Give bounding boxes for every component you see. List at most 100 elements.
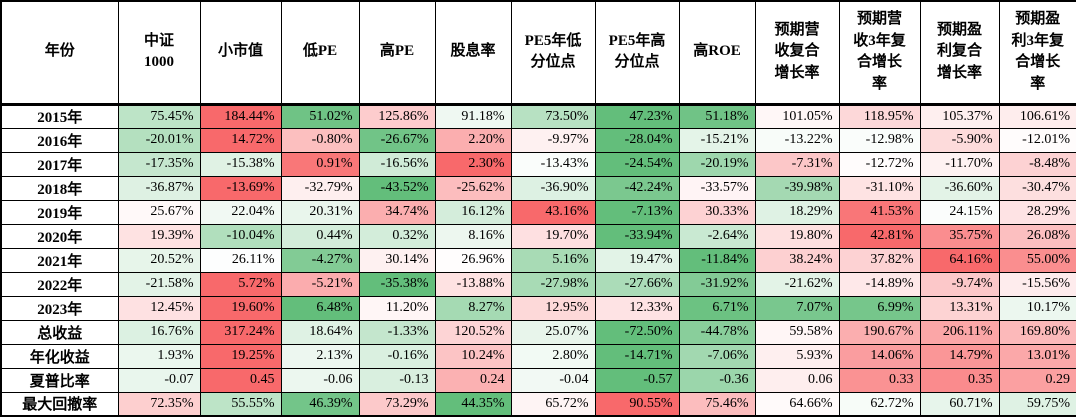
value-cell: 101.05% xyxy=(754,103,840,129)
value-cell: 64.66% xyxy=(754,391,840,417)
value-cell: 26.96% xyxy=(434,247,512,273)
value-cell: -12.72% xyxy=(838,151,921,177)
value-cell: -12.01% xyxy=(998,127,1076,153)
value-cell: -12.98% xyxy=(838,127,921,153)
value-cell: 12.33% xyxy=(594,295,680,321)
value-cell: -5.90% xyxy=(919,127,1000,153)
table-row: 2020年 19.39% -10.04% 0.44% 0.32% 8.16% 19.70% -… xyxy=(0,223,1076,249)
value-cell: -26.67% xyxy=(358,127,436,153)
row-label: 2017年 xyxy=(0,151,119,177)
value-cell: -44.78% xyxy=(678,319,756,345)
value-cell: -33.94% xyxy=(594,223,680,249)
value-cell: 62.72% xyxy=(838,391,921,417)
row-label: 最大回撤率 xyxy=(0,391,119,417)
value-cell: 46.39% xyxy=(280,391,360,417)
value-cell: -2.64% xyxy=(678,223,756,249)
value-cell: 72.35% xyxy=(117,391,201,417)
value-cell: -8.48% xyxy=(998,151,1076,177)
row-label: 年化收益 xyxy=(0,343,119,369)
value-cell: 19.39% xyxy=(117,223,201,249)
value-cell: 8.27% xyxy=(434,295,512,321)
value-cell: 20.31% xyxy=(280,199,360,225)
value-cell: -36.87% xyxy=(117,175,201,201)
value-cell: -13.43% xyxy=(510,151,596,177)
value-cell: -7.31% xyxy=(754,151,840,177)
value-cell: 12.45% xyxy=(117,295,201,321)
value-cell: 14.79% xyxy=(919,343,1000,369)
column-header: 预期营收复合增长率 xyxy=(754,0,840,106)
value-cell: 6.48% xyxy=(280,295,360,321)
value-cell: 59.75% xyxy=(998,391,1076,417)
value-cell: 16.76% xyxy=(117,319,201,345)
value-cell: 37.82% xyxy=(838,247,921,273)
value-cell: -30.47% xyxy=(998,175,1076,201)
table-row: 总收益 16.76% 317.24% 18.64% -1.33% 120.52% 25.07… xyxy=(0,319,1076,345)
column-header: 高ROE xyxy=(678,0,756,106)
value-cell: -25.62% xyxy=(434,175,512,201)
value-cell: 2.30% xyxy=(434,151,512,177)
table-header-row: 年份 中证1000 小市值 低PE 高PE 股息率 PE5年低分位点 PE5年高分位点 高ROE… xyxy=(0,0,1076,106)
value-cell: 65.72% xyxy=(510,391,596,417)
value-cell: -13.69% xyxy=(199,175,282,201)
value-cell: 5.16% xyxy=(510,247,596,273)
value-cell: -20.01% xyxy=(117,127,201,153)
value-cell: -13.88% xyxy=(434,271,512,297)
value-cell: 42.81% xyxy=(838,223,921,249)
value-cell: 5.72% xyxy=(199,271,282,297)
value-cell: 28.29% xyxy=(998,199,1076,225)
value-cell: 73.50% xyxy=(510,103,596,129)
value-cell: -9.97% xyxy=(510,127,596,153)
column-header: 中证1000 xyxy=(117,0,201,106)
value-cell: 35.75% xyxy=(919,223,1000,249)
table-row: 2022年 -21.58% 5.72% -5.21% -35.38% -13.88% -27… xyxy=(0,271,1076,297)
value-cell: -13.22% xyxy=(754,127,840,153)
column-header: 预期盈利复合增长率 xyxy=(919,0,1000,106)
column-header: 股息率 xyxy=(434,0,512,106)
table-row: 2018年 -36.87% -13.69% -32.79% -43.52% -25.62%… xyxy=(0,175,1076,201)
value-cell: 0.45 xyxy=(199,367,282,393)
column-header: PE5年高分位点 xyxy=(594,0,680,106)
row-label: 夏普比率 xyxy=(0,367,119,393)
value-cell: -24.54% xyxy=(594,151,680,177)
column-header: 低PE xyxy=(280,0,360,106)
column-header: PE5年低分位点 xyxy=(510,0,596,106)
value-cell: -39.98% xyxy=(754,175,840,201)
value-cell: 13.31% xyxy=(919,295,1000,321)
value-cell: -7.13% xyxy=(594,199,680,225)
value-cell: -0.07 xyxy=(117,367,201,393)
value-cell: 6.99% xyxy=(838,295,921,321)
value-cell: -21.58% xyxy=(117,271,201,297)
value-cell: -35.38% xyxy=(358,271,436,297)
table-row: 2015年 75.45% 184.44% 51.02% 125.86% 91.18% 73.… xyxy=(0,103,1076,129)
value-cell: 30.33% xyxy=(678,199,756,225)
value-cell: -43.52% xyxy=(358,175,436,201)
value-cell: 34.74% xyxy=(358,199,436,225)
value-cell: -14.89% xyxy=(838,271,921,297)
value-cell: 14.06% xyxy=(838,343,921,369)
row-label: 2021年 xyxy=(0,247,119,273)
row-label: 2016年 xyxy=(0,127,119,153)
value-cell: 120.52% xyxy=(434,319,512,345)
value-cell: 19.47% xyxy=(594,247,680,273)
value-cell: -16.56% xyxy=(358,151,436,177)
value-cell: 19.25% xyxy=(199,343,282,369)
value-cell: -0.13 xyxy=(358,367,436,393)
column-header: 高PE xyxy=(358,0,436,106)
value-cell: 206.11% xyxy=(919,319,1000,345)
column-header: 年份 xyxy=(0,0,119,106)
value-cell: 55.55% xyxy=(199,391,282,417)
value-cell: -7.06% xyxy=(678,343,756,369)
value-cell: 0.44% xyxy=(280,223,360,249)
value-cell: 0.29 xyxy=(998,367,1076,393)
value-cell: -72.50% xyxy=(594,319,680,345)
value-cell: -9.74% xyxy=(919,271,1000,297)
value-cell: 30.14% xyxy=(358,247,436,273)
value-cell: -0.80% xyxy=(280,127,360,153)
value-cell: 43.16% xyxy=(510,199,596,225)
column-header: 小市值 xyxy=(199,0,282,106)
value-cell: -31.10% xyxy=(838,175,921,201)
value-cell: 18.29% xyxy=(754,199,840,225)
value-cell: -27.98% xyxy=(510,271,596,297)
